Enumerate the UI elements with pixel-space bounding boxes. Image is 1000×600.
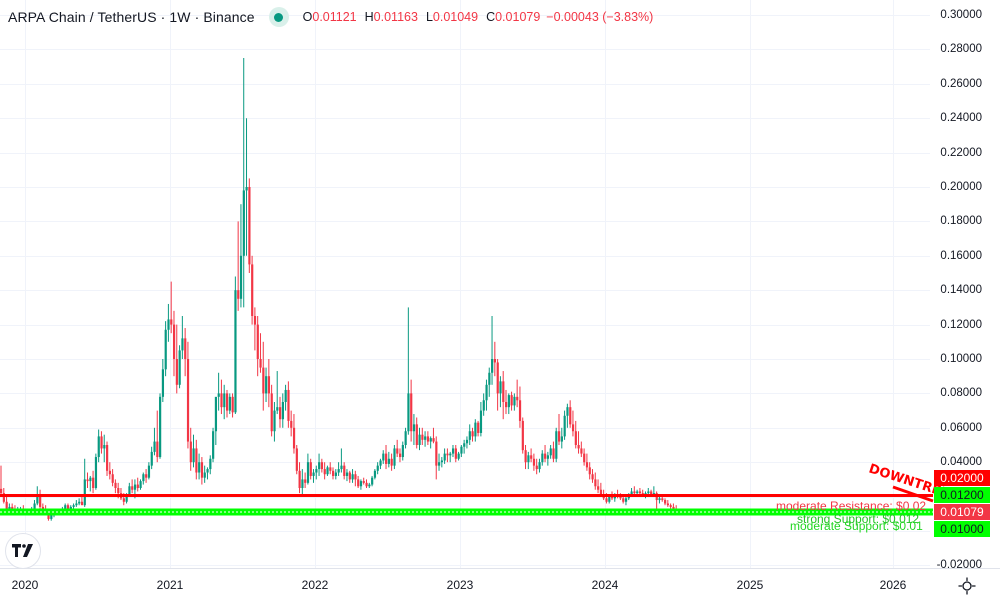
time-axis-label: 2020: [11, 578, 39, 592]
ohlc-low: L0.01049: [425, 10, 479, 24]
time-axis-label: 2021: [156, 578, 184, 592]
price-axis-label: 0.20000: [940, 181, 982, 193]
price-axis-label: 0.28000: [940, 43, 982, 56]
price-axis-label: 0.26000: [940, 77, 982, 90]
time-axis-label: 2023: [446, 578, 474, 592]
candlestick-series: [0, 58, 681, 521]
price-axis-label: 0.04000: [940, 456, 982, 469]
status-dot-icon: [274, 12, 284, 22]
time-axis-divider: [0, 568, 1000, 569]
price-axis-label: 0.18000: [940, 215, 982, 228]
tradingview-logo-icon: [12, 544, 33, 557]
time-axis-label: 2022: [301, 578, 329, 592]
price-tag: 0.01079: [934, 504, 990, 520]
chart-grid: [0, 0, 930, 568]
price-axis-label: 0.12000: [940, 318, 982, 331]
price-axis-label: 0.14000: [940, 284, 982, 297]
price-tag: 0.02000: [934, 470, 990, 486]
ohlc-values: O0.01121 H0.01163 L0.01049 C0.01079: [303, 10, 541, 24]
time-axis-label: 2024: [591, 578, 619, 592]
price-axis-label: 0.08000: [940, 387, 982, 400]
moderate-resistance-label: moderate Resistance: $0.02: [776, 499, 927, 513]
settings-gear-icon[interactable]: [958, 577, 976, 595]
price-axis-label: -0.02000: [936, 559, 982, 572]
symbol-title[interactable]: ARPA Chain / TetherUS · 1W · Binance: [8, 9, 255, 25]
price-axis-label: 0.16000: [940, 249, 982, 262]
market-status-indicator[interactable]: [268, 7, 289, 27]
price-axis-label: 0.22000: [940, 146, 982, 159]
time-axis-label: 2026: [879, 578, 907, 592]
price-axis-label: 0.06000: [940, 421, 982, 434]
moderate-support-label: moderate Support: $0.01: [790, 519, 923, 533]
time-axis-label: 2025: [736, 578, 764, 592]
support-resistance-levels: [0, 494, 933, 516]
ohlc-close: C0.01079: [486, 10, 541, 24]
price-axis-label: 0.10000: [940, 353, 982, 365]
ohlc-high: H0.01163: [364, 10, 418, 24]
price-tag: 0.01000: [934, 521, 990, 537]
price-tag: 0.01200: [934, 487, 990, 503]
tradingview-logo[interactable]: [5, 533, 41, 569]
price-axis-label: 0.30000: [940, 9, 982, 21]
price-axis-label: 0.24000: [940, 112, 982, 125]
strong-support-label: strong Support: $0.012: [797, 512, 920, 526]
price-change: −0.00043 (−3.83%): [546, 10, 654, 24]
ohlc-open: O0.01121: [302, 10, 357, 24]
chart-legend-header: ARPA Chain / TetherUS · 1W · Binance O0.…: [8, 6, 653, 28]
